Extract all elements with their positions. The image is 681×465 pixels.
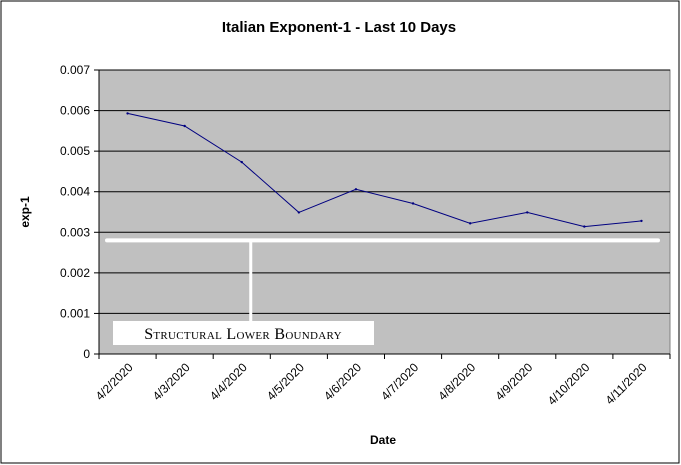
data-point bbox=[640, 219, 643, 223]
data-point bbox=[526, 211, 529, 214]
x-axis-title: Date bbox=[370, 433, 396, 447]
y-tick-label: 0.002 bbox=[60, 266, 90, 280]
data-point bbox=[297, 211, 301, 214]
y-axis-title: exp-1 bbox=[18, 196, 32, 228]
data-point bbox=[126, 112, 129, 115]
data-point bbox=[240, 160, 243, 164]
data-point bbox=[468, 222, 472, 225]
y-tick-label: 0.001 bbox=[60, 306, 90, 320]
y-tick-label: 0 bbox=[83, 347, 90, 361]
y-tick-label: 0.003 bbox=[60, 225, 90, 239]
y-tick-label: 0.004 bbox=[60, 185, 90, 199]
data-point bbox=[183, 124, 186, 128]
boundary-label: Structural Lower Boundary bbox=[144, 326, 342, 343]
y-tick-label: 0.005 bbox=[60, 144, 90, 158]
y-tick-label: 0.006 bbox=[60, 104, 90, 118]
y-tick-label: 0.007 bbox=[60, 63, 90, 77]
data-point bbox=[583, 225, 586, 228]
data-point bbox=[411, 202, 415, 205]
plot-area bbox=[98, 69, 671, 355]
series-line bbox=[127, 112, 642, 228]
chart-title: Italian Exponent-1 - Last 10 Days bbox=[222, 19, 456, 36]
boundary-label-box bbox=[113, 321, 374, 345]
data-point bbox=[354, 188, 358, 191]
